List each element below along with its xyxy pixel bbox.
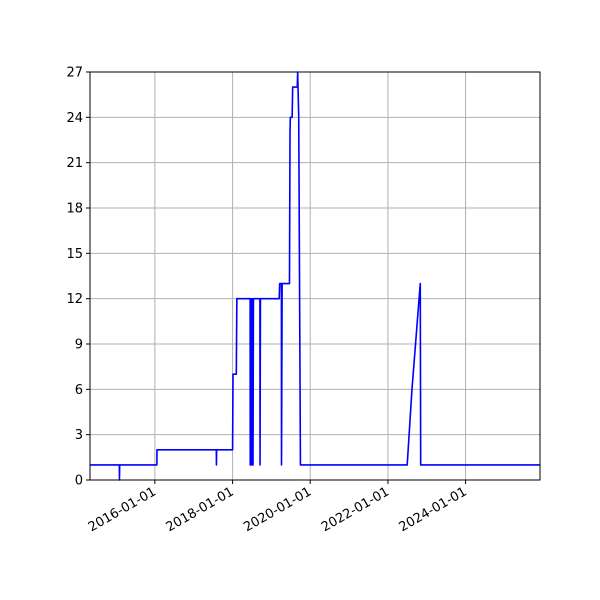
y-tick-label: 6 bbox=[75, 383, 83, 398]
y-tick-label: 3 bbox=[75, 428, 83, 443]
y-tick-label: 18 bbox=[66, 202, 83, 217]
series-line-0 bbox=[90, 71, 540, 481]
y-tick-label: 0 bbox=[75, 474, 83, 489]
plot-frame bbox=[89, 71, 541, 481]
y-tick-label: 27 bbox=[66, 66, 83, 81]
y-tick-label: 9 bbox=[75, 338, 83, 353]
y-tick-label: 21 bbox=[66, 156, 83, 171]
y-tick-label: 24 bbox=[66, 111, 83, 126]
series-layer bbox=[90, 71, 540, 481]
y-tick-label: 15 bbox=[66, 247, 83, 262]
y-tick-label: 12 bbox=[66, 292, 83, 307]
